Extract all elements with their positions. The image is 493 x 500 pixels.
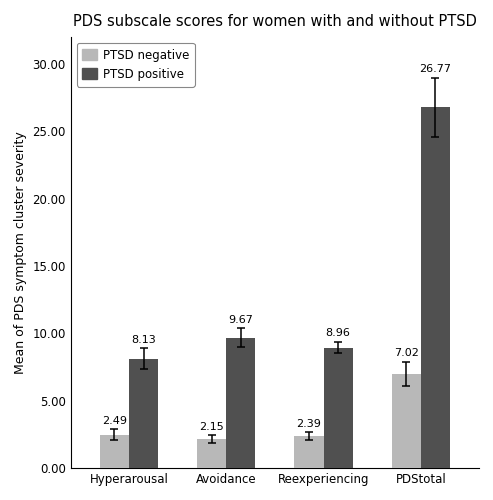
Bar [197,440,226,468]
Text: 9.67: 9.67 [228,315,253,325]
Text: 26.77: 26.77 [420,64,452,74]
Title: PDS subscale scores for women with and without PTSD: PDS subscale scores for women with and w… [73,14,477,29]
Text: 2.15: 2.15 [199,422,224,432]
Text: 2.39: 2.39 [296,419,321,429]
Bar [421,108,450,468]
Text: 7.02: 7.02 [394,348,419,358]
Bar [100,434,129,468]
Text: 8.96: 8.96 [326,328,351,338]
Y-axis label: Mean of PDS symptom cluster severity: Mean of PDS symptom cluster severity [14,131,27,374]
Bar [294,436,323,468]
Bar [391,374,421,468]
Text: 2.49: 2.49 [102,416,127,426]
Text: 8.13: 8.13 [131,334,156,344]
Bar [129,358,158,468]
Legend: PTSD negative, PTSD positive: PTSD negative, PTSD positive [76,43,195,86]
Bar [226,338,255,468]
Bar [323,348,352,468]
